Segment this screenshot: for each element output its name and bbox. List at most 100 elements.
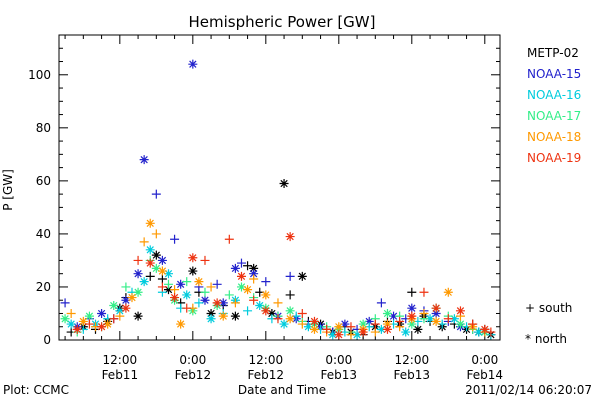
data-point <box>66 308 76 318</box>
data-point <box>474 327 484 337</box>
data-point <box>182 277 192 287</box>
data-point <box>163 285 173 295</box>
data-point <box>285 232 295 242</box>
data-point <box>303 322 313 332</box>
data-point <box>115 306 125 316</box>
x-tick-label-date: Feb11 <box>102 368 139 382</box>
data-point <box>218 311 228 321</box>
data-point <box>334 322 344 332</box>
data-point <box>346 322 356 332</box>
legend: METP-02 NOAA-15 NOAA-16 NOAA-17 NOAA-18 NOAA-… <box>527 46 581 165</box>
data-point <box>78 316 88 326</box>
data-point <box>60 314 70 324</box>
data-point <box>376 298 386 308</box>
data-point <box>157 266 167 276</box>
data-point <box>419 287 429 297</box>
data-point <box>157 274 167 284</box>
data-point <box>309 316 319 326</box>
data-point <box>230 298 240 308</box>
data-point <box>297 319 307 329</box>
data-point <box>443 287 453 297</box>
data-point <box>443 314 453 324</box>
x-tick-label-time: 12:00 <box>249 353 284 367</box>
data-point <box>425 314 435 324</box>
data-point <box>273 298 283 308</box>
data-point <box>145 258 155 268</box>
data-point <box>249 269 259 279</box>
data-point <box>376 324 386 334</box>
data-point <box>212 279 222 289</box>
data-point <box>346 330 356 340</box>
data-point <box>230 263 240 273</box>
data-point <box>200 255 210 265</box>
x-tick-label-date: Feb12 <box>248 368 285 382</box>
data-point <box>84 311 94 321</box>
data-point <box>170 293 180 303</box>
data-points <box>60 59 496 340</box>
data-point <box>328 330 338 340</box>
legend-south-marker: + south <box>525 301 572 315</box>
legend-entry: NOAA-17 <box>527 109 581 123</box>
x-axis: 12:00Feb110:00Feb1212:00Feb120:00Feb1312… <box>64 35 504 382</box>
data-point <box>212 298 222 308</box>
data-point <box>188 266 198 276</box>
data-point <box>206 308 216 318</box>
data-point <box>163 279 173 289</box>
x-tick-label-date: Feb12 <box>175 368 212 382</box>
data-point <box>370 319 380 329</box>
data-point <box>170 285 180 295</box>
data-point <box>285 271 295 281</box>
data-point <box>188 59 198 69</box>
data-point <box>486 327 496 337</box>
data-point <box>309 324 319 334</box>
data-point <box>151 189 161 199</box>
data-point <box>224 234 234 244</box>
y-axis-label: P [GW] <box>1 169 15 211</box>
y-tick-label: 60 <box>36 174 51 188</box>
data-point <box>449 314 459 324</box>
data-point <box>334 330 344 340</box>
data-point <box>176 319 186 329</box>
data-point <box>145 218 155 228</box>
data-point <box>236 271 246 281</box>
data-point <box>279 179 289 189</box>
y-tick-label: 100 <box>28 68 51 82</box>
data-point <box>133 311 143 321</box>
data-point <box>66 319 76 329</box>
data-point <box>358 327 368 337</box>
legend-entry: NOAA-19 <box>527 151 581 165</box>
x-tick-label-date: Feb14 <box>467 368 504 382</box>
data-point <box>322 324 332 334</box>
data-point <box>139 277 149 287</box>
data-point <box>194 277 204 287</box>
data-point <box>139 155 149 165</box>
data-point <box>224 290 234 300</box>
data-point <box>468 319 478 329</box>
x-tick-label-time: 0:00 <box>325 353 352 367</box>
data-point <box>109 301 119 311</box>
data-point <box>157 255 167 265</box>
data-point <box>236 258 246 268</box>
data-point <box>249 274 259 284</box>
data-point <box>285 314 295 324</box>
data-point <box>431 303 441 313</box>
legend-entry: METP-02 <box>527 46 579 60</box>
data-point <box>157 282 167 292</box>
data-point <box>285 290 295 300</box>
data-point <box>170 234 180 244</box>
x-tick-label-date: Feb13 <box>394 368 431 382</box>
data-point <box>194 298 204 308</box>
data-point <box>431 316 441 326</box>
data-point <box>455 319 465 329</box>
data-point <box>279 319 289 329</box>
x-tick-label-date: Feb13 <box>321 368 358 382</box>
data-point <box>297 308 307 318</box>
data-point <box>382 319 392 329</box>
data-point <box>407 303 417 313</box>
data-point <box>431 308 441 318</box>
data-point <box>249 263 259 273</box>
data-point <box>121 282 131 292</box>
data-point <box>407 311 417 321</box>
data-point <box>151 250 161 260</box>
